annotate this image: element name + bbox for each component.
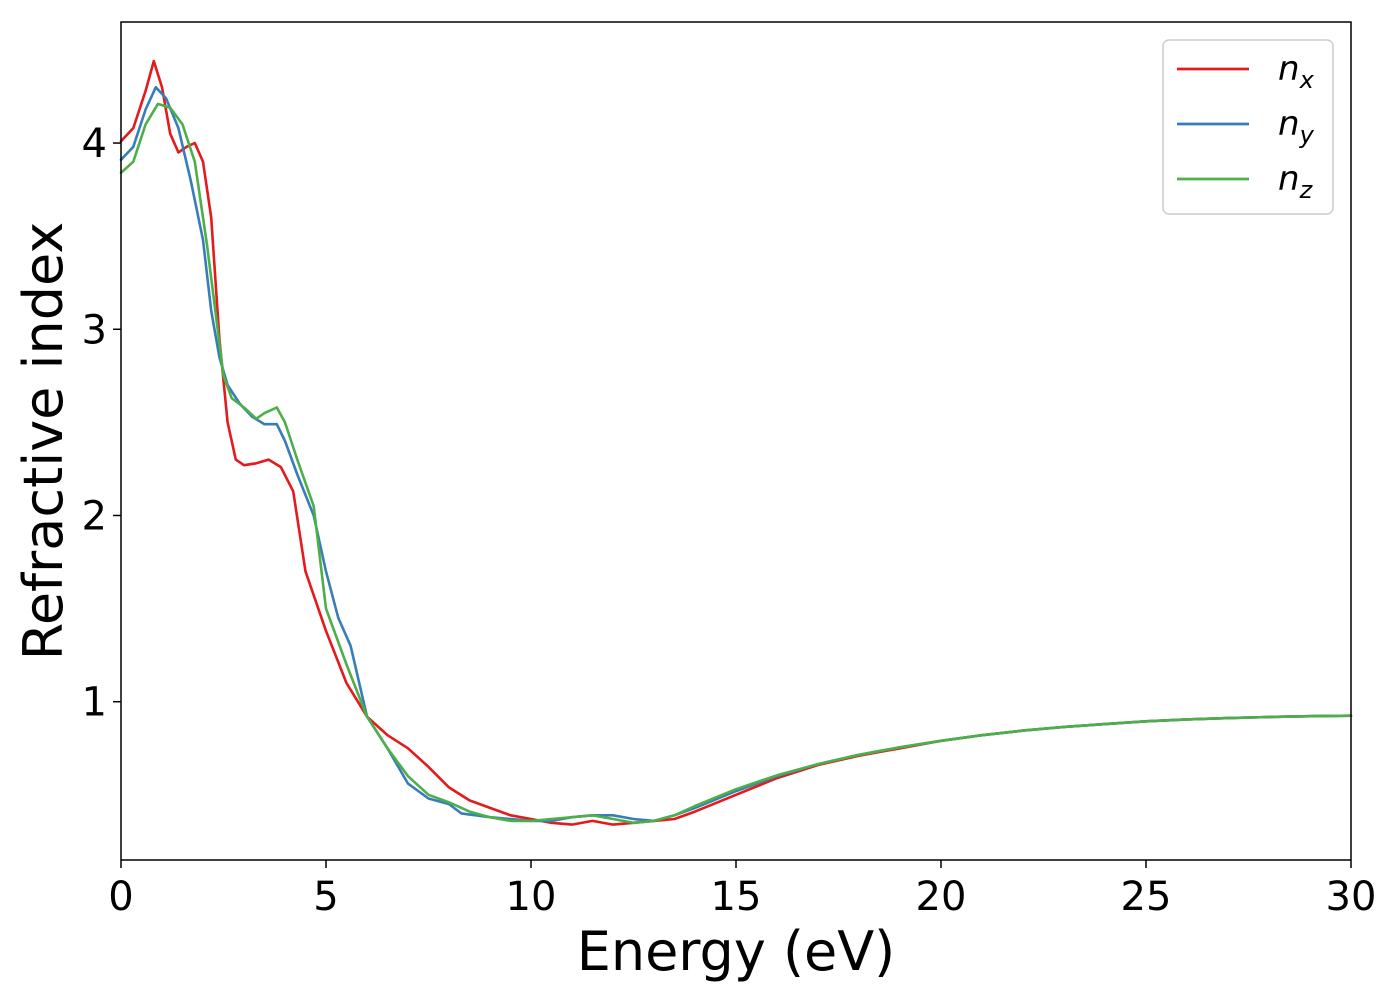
legend-box <box>1162 39 1334 215</box>
series-layer <box>119 59 1353 826</box>
legend-label-z: nz <box>1278 159 1314 204</box>
y-tick-label: 4 <box>82 121 107 167</box>
legend: nx ny nz <box>1162 39 1334 215</box>
series-line-z <box>119 102 1353 825</box>
x-tick-label: 0 <box>108 874 133 920</box>
x-tick-label: 30 <box>1326 874 1377 920</box>
y-tick-label: 2 <box>82 493 107 539</box>
legend-label-y: ny <box>1278 104 1315 149</box>
x-axis-ticks: 0 5 10 15 20 25 30 <box>108 860 1376 920</box>
x-tick-label: 10 <box>506 874 557 920</box>
x-tick-label: 20 <box>916 874 967 920</box>
y-axis-ticks: 1 2 3 4 <box>82 121 121 726</box>
y-tick-label: 3 <box>82 307 107 353</box>
x-axis-label: Energy (eV) <box>577 920 896 983</box>
y-axis-label: Refractive index <box>12 222 75 661</box>
x-tick-label: 15 <box>711 874 762 920</box>
y-tick-label: 1 <box>82 680 107 726</box>
x-tick-label: 25 <box>1121 874 1172 920</box>
x-tick-label: 5 <box>313 874 338 920</box>
legend-label-x: nx <box>1278 49 1315 94</box>
